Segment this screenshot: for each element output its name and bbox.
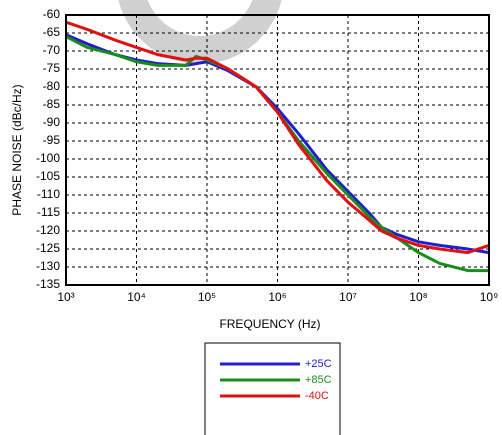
y-tick-label: -70 [43,43,61,57]
y-tick-label: -130 [36,259,60,273]
legend-box [204,342,341,435]
y-axis-label: PHASE NOISE (dBc/Hz) [10,84,24,215]
y-tick-label: -65 [43,25,61,39]
y-tick-label: -125 [36,241,60,255]
y-tick-label: -90 [43,115,61,129]
watermark [118,0,282,64]
x-tick-label: 10⁸ [409,290,427,304]
x-tick-label: 10⁷ [339,290,357,304]
y-tick-label: -135 [36,277,60,291]
legend-label: +25C [305,358,332,370]
y-tick-label: -85 [43,97,61,111]
x-tick-label: 10⁵ [198,290,216,304]
y-tick-label: -100 [36,151,60,165]
y-tick-label: -110 [37,187,60,201]
y-tick-label: -115 [37,205,60,219]
x-tick-label: 10⁶ [268,290,286,304]
y-tick-label: -80 [43,79,61,93]
legend-label: -40C [305,390,329,402]
y-tick-label: -75 [43,61,61,75]
y-tick-label: -95 [43,133,61,147]
plot-frame [65,14,490,286]
series-line [65,20,490,255]
x-tick-label: 10³ [57,290,74,304]
legend-label: +85C [305,374,332,386]
y-tick-label: -120 [36,223,60,237]
x-tick-label: 10⁹ [480,290,499,304]
x-axis-label: FREQUENCY (Hz) [219,317,320,331]
y-tick-label: -105 [36,169,60,183]
y-tick-label: -60 [43,7,61,21]
x-tick-label: 10⁴ [127,290,146,304]
series-line [65,33,490,255]
